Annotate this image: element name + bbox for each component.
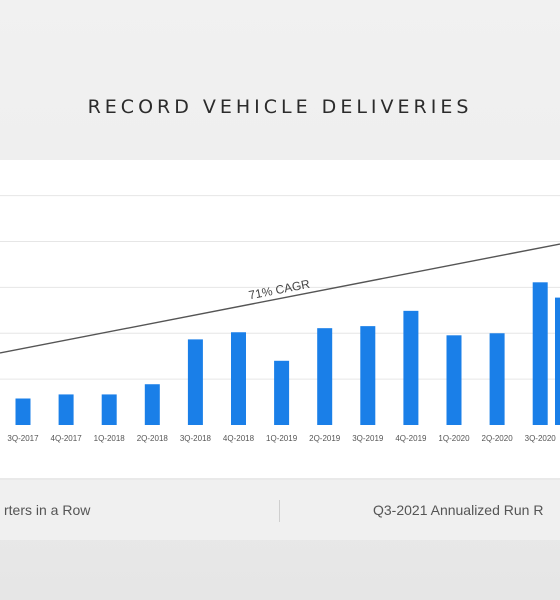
x-tick-1Q-2018: 1Q-2018 bbox=[94, 434, 126, 443]
bar-3Q-2017 bbox=[15, 398, 31, 425]
x-tick-4Q-2017: 4Q-2017 bbox=[51, 434, 83, 443]
x-tick-4Q-2018: 4Q-2018 bbox=[223, 434, 255, 443]
bar-2Q-2020 bbox=[489, 333, 505, 425]
bar-3Q-2019 bbox=[360, 326, 376, 425]
bar-4Q-2017 bbox=[58, 394, 74, 425]
trend-line bbox=[0, 243, 560, 354]
x-tick-2Q-2019: 2Q-2019 bbox=[309, 434, 341, 443]
bar-1Q-2020 bbox=[446, 335, 462, 425]
bar-3Q-2020 bbox=[532, 282, 548, 425]
footer-right-caption: Q3-2021 Annualized Run R bbox=[373, 502, 544, 518]
bar-2Q-2018 bbox=[144, 384, 160, 425]
bar-chart: 3Q-2017 4Q-2017 1Q-2018 2Q-2018 3Q-2018 4Q-20… bbox=[0, 195, 560, 443]
chart-title: RECORD VEHICLE DELIVERIES bbox=[87, 96, 473, 118]
x-tick-2Q-2018: 2Q-2018 bbox=[137, 434, 169, 443]
footer-left-caption: rters in a Row bbox=[4, 502, 91, 518]
bar-clipped-edge bbox=[555, 297, 560, 425]
x-tick-4Q-2019: 4Q-2019 bbox=[395, 434, 427, 443]
x-tick-1Q-2020: 1Q-2020 bbox=[438, 434, 470, 443]
bar-4Q-2019 bbox=[403, 310, 419, 425]
bar-1Q-2019 bbox=[274, 360, 290, 425]
x-tick-3Q-2018: 3Q-2018 bbox=[180, 434, 212, 443]
footer-divider bbox=[279, 500, 280, 522]
bar-2Q-2019 bbox=[317, 328, 333, 425]
x-tick-3Q-2017: 3Q-2017 bbox=[7, 434, 39, 443]
chart-panel: 3Q-2017 4Q-2017 1Q-2018 2Q-2018 3Q-2018 4Q-20… bbox=[0, 160, 560, 478]
x-tick-2Q-2020: 2Q-2020 bbox=[482, 434, 514, 443]
x-tick-1Q-2019: 1Q-2019 bbox=[266, 434, 298, 443]
bar-3Q-2018 bbox=[187, 339, 203, 425]
bar-1Q-2018 bbox=[101, 394, 117, 425]
footer-bar: rters in a Row Q3-2021 Annualized Run R bbox=[0, 480, 560, 540]
x-tick-3Q-2020: 3Q-2020 bbox=[525, 434, 557, 443]
bar-4Q-2018 bbox=[231, 332, 246, 425]
x-tick-3Q-2019: 3Q-2019 bbox=[352, 434, 384, 443]
